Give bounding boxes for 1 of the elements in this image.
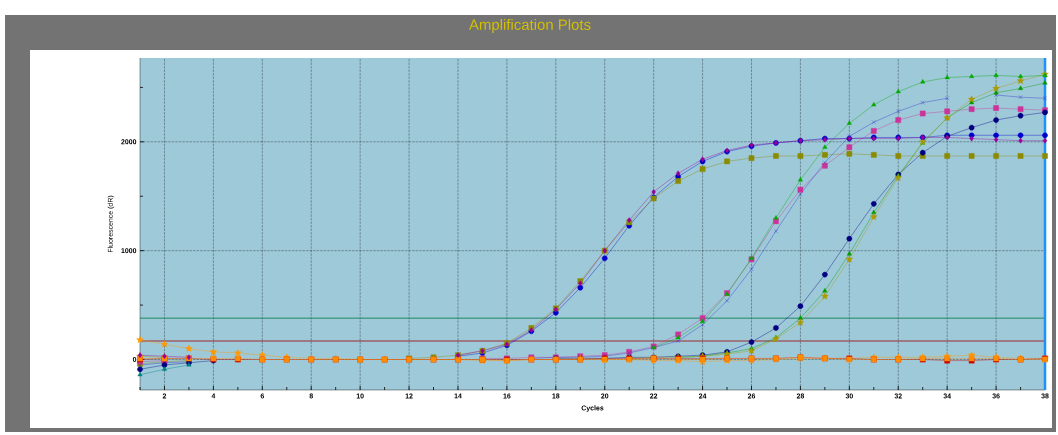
chart-title: Amplification Plots (468, 19, 591, 33)
